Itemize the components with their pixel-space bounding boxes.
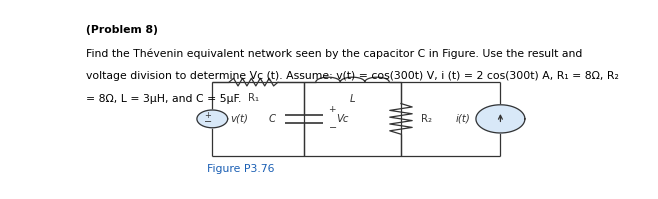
Text: Find the Thévenin equivalent network seen by the capacitor C in Figure. Use the : Find the Thévenin equivalent network see… bbox=[86, 48, 583, 59]
Text: Figure P3.76: Figure P3.76 bbox=[207, 164, 274, 174]
Polygon shape bbox=[197, 110, 228, 128]
Text: −: − bbox=[328, 123, 337, 134]
Text: R₁: R₁ bbox=[248, 93, 259, 103]
Polygon shape bbox=[476, 105, 525, 133]
Text: voltage division to determine Vᴄ (t). Assume: v(t) = cos(300t) V, i (t) = 2 cos(: voltage division to determine Vᴄ (t). As… bbox=[86, 71, 619, 81]
Text: v(t): v(t) bbox=[230, 114, 248, 124]
Text: L: L bbox=[349, 94, 355, 104]
Text: +: + bbox=[204, 111, 211, 120]
Text: R₂: R₂ bbox=[421, 114, 432, 124]
Text: +: + bbox=[328, 104, 336, 113]
Text: = 8Ω, L = 3μH, and C = 5μF.: = 8Ω, L = 3μH, and C = 5μF. bbox=[86, 94, 241, 104]
Text: (Problem 8): (Problem 8) bbox=[86, 25, 158, 35]
Text: C: C bbox=[268, 114, 276, 124]
Text: i(t): i(t) bbox=[456, 114, 471, 124]
Text: −: − bbox=[203, 117, 212, 127]
Text: Vᴄ: Vᴄ bbox=[336, 114, 349, 124]
